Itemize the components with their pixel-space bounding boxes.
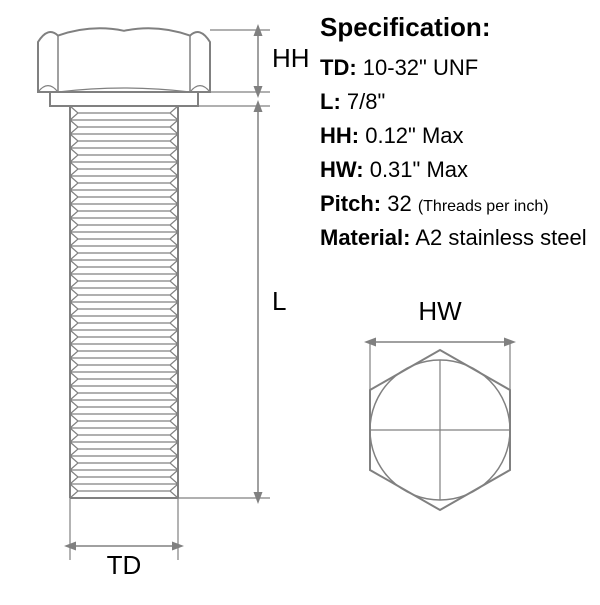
spec-row: HW: 0.31" Max (320, 153, 590, 187)
spec-row: HH: 0.12" Max (320, 119, 590, 153)
svg-text:TD: TD (107, 550, 142, 580)
spec-row: TD: 10-32" UNF (320, 51, 590, 85)
spec-row: Pitch: 32 (Threads per inch) (320, 187, 590, 221)
svg-text:HW: HW (418, 296, 462, 326)
spec-row: Material: A2 stainless steel (320, 221, 590, 255)
specification-panel: Specification: TD: 10-32" UNFL: 7/8"HH: … (320, 12, 590, 256)
svg-text:L: L (272, 286, 286, 316)
spec-heading: Specification: (320, 12, 590, 43)
svg-text:HH: HH (272, 43, 310, 73)
spec-row: L: 7/8" (320, 85, 590, 119)
